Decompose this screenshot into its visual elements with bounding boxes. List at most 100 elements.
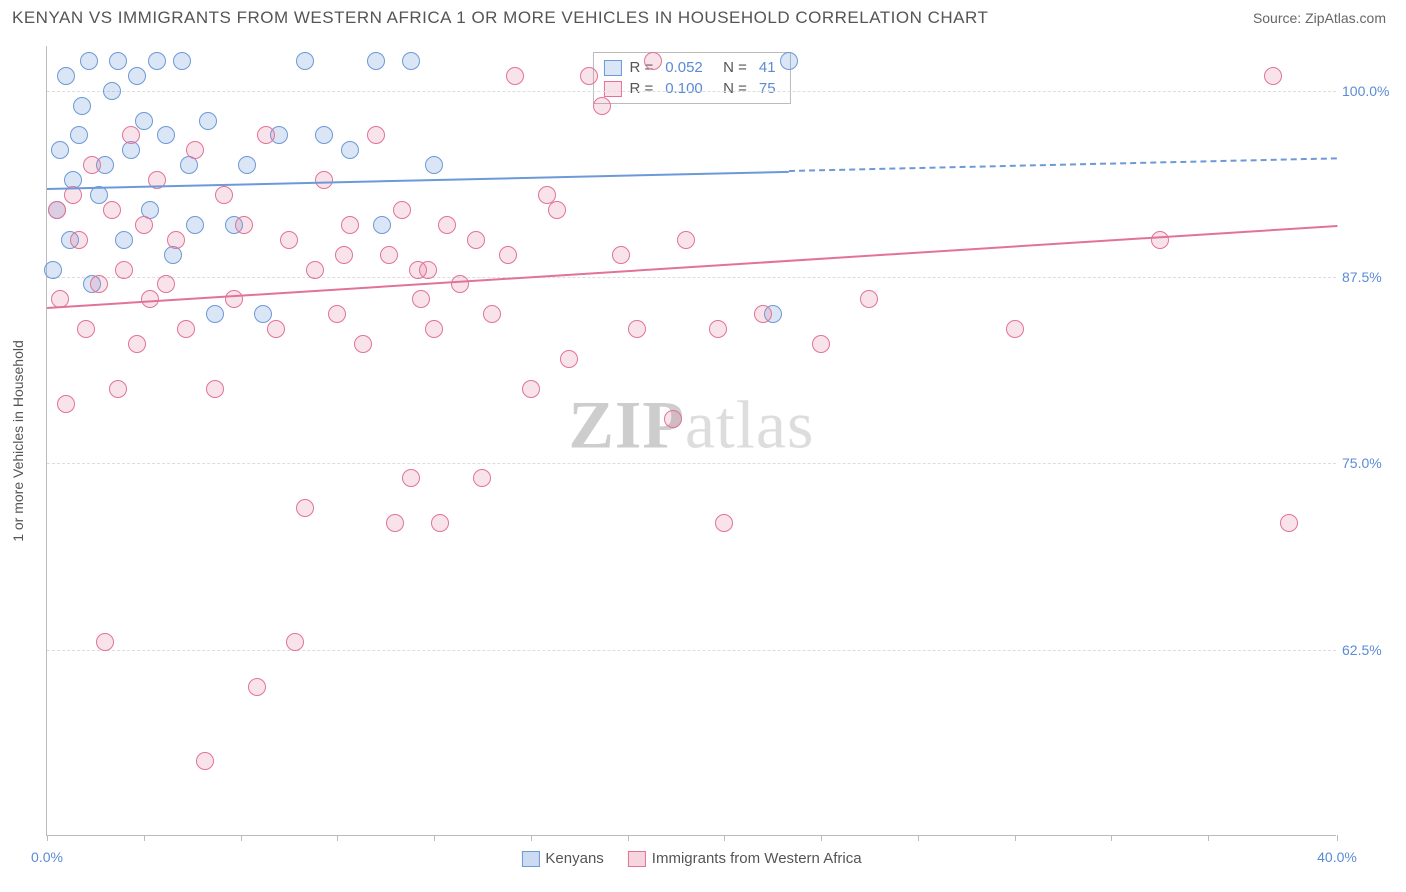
data-point — [238, 156, 256, 174]
data-point — [409, 261, 427, 279]
x-tick — [724, 835, 725, 841]
data-point — [173, 52, 191, 70]
data-point — [206, 305, 224, 323]
data-point — [199, 112, 217, 130]
data-point — [341, 141, 359, 159]
data-point — [196, 752, 214, 770]
legend-label: Kenyans — [545, 850, 603, 867]
y-tick-label: 100.0% — [1336, 83, 1386, 99]
data-point — [70, 126, 88, 144]
data-point — [612, 246, 630, 264]
x-tick-label: 0.0% — [31, 849, 63, 865]
data-point — [70, 231, 88, 249]
data-point — [280, 231, 298, 249]
data-point — [48, 201, 66, 219]
data-point — [664, 410, 682, 428]
gridline — [47, 463, 1336, 464]
data-point — [473, 469, 491, 487]
source-label: Source: ZipAtlas.com — [1253, 10, 1386, 26]
data-point — [467, 231, 485, 249]
data-point — [425, 156, 443, 174]
legend-n-label: N = — [715, 80, 747, 97]
data-point — [73, 97, 91, 115]
data-point — [296, 52, 314, 70]
data-point — [483, 305, 501, 323]
data-point — [44, 261, 62, 279]
data-point — [296, 499, 314, 517]
data-point — [367, 126, 385, 144]
data-point — [57, 67, 75, 85]
data-point — [425, 320, 443, 338]
data-point — [135, 216, 153, 234]
x-tick — [531, 835, 532, 841]
data-point — [83, 156, 101, 174]
data-point — [306, 261, 324, 279]
data-point — [580, 67, 598, 85]
data-point — [267, 320, 285, 338]
legend-r-value: 0.052 — [665, 59, 703, 76]
data-point — [715, 514, 733, 532]
data-point — [80, 52, 98, 70]
data-point — [506, 67, 524, 85]
data-point — [1264, 67, 1282, 85]
data-point — [206, 380, 224, 398]
legend-n-label: N = — [715, 59, 747, 76]
data-point — [286, 633, 304, 651]
data-point — [157, 275, 175, 293]
data-point — [128, 67, 146, 85]
data-point — [522, 380, 540, 398]
data-point — [315, 126, 333, 144]
legend-item: Immigrants from Western Africa — [628, 850, 862, 867]
data-point — [128, 335, 146, 353]
data-point — [644, 52, 662, 70]
legend-swatch — [603, 60, 621, 76]
gridline — [47, 277, 1336, 278]
x-tick — [1337, 835, 1338, 841]
legend-label: Immigrants from Western Africa — [652, 850, 862, 867]
data-point — [402, 469, 420, 487]
legend-row: R =0.100 N =75 — [603, 78, 779, 99]
data-point — [109, 380, 127, 398]
legend-swatch — [628, 851, 646, 867]
data-point — [373, 216, 391, 234]
data-point — [431, 514, 449, 532]
data-point — [780, 52, 798, 70]
data-point — [135, 112, 153, 130]
data-point — [451, 275, 469, 293]
data-point — [754, 305, 772, 323]
data-point — [402, 52, 420, 70]
chart-title: KENYAN VS IMMIGRANTS FROM WESTERN AFRICA… — [12, 8, 988, 28]
x-tick — [241, 835, 242, 841]
data-point — [860, 290, 878, 308]
data-point — [90, 275, 108, 293]
data-point — [51, 141, 69, 159]
data-point — [812, 335, 830, 353]
gridline — [47, 91, 1336, 92]
watermark: ZIPatlas — [569, 385, 815, 464]
data-point — [225, 290, 243, 308]
data-point — [367, 52, 385, 70]
y-axis-label: 1 or more Vehicles in Household — [10, 340, 26, 542]
data-point — [335, 246, 353, 264]
data-point — [354, 335, 372, 353]
data-point — [103, 201, 121, 219]
legend-n-value: 75 — [759, 80, 776, 97]
data-point — [341, 216, 359, 234]
legend-swatch — [603, 81, 621, 97]
data-point — [103, 82, 121, 100]
data-point — [1151, 231, 1169, 249]
data-point — [186, 141, 204, 159]
data-point — [593, 97, 611, 115]
data-point — [157, 126, 175, 144]
data-point — [148, 52, 166, 70]
data-point — [109, 52, 127, 70]
x-tick — [1208, 835, 1209, 841]
data-point — [328, 305, 346, 323]
x-tick-label: 40.0% — [1317, 849, 1357, 865]
legend-row: R =0.052 N =41 — [603, 57, 779, 78]
data-point — [412, 290, 430, 308]
data-point — [254, 305, 272, 323]
data-point — [315, 171, 333, 189]
data-point — [115, 231, 133, 249]
x-tick — [337, 835, 338, 841]
